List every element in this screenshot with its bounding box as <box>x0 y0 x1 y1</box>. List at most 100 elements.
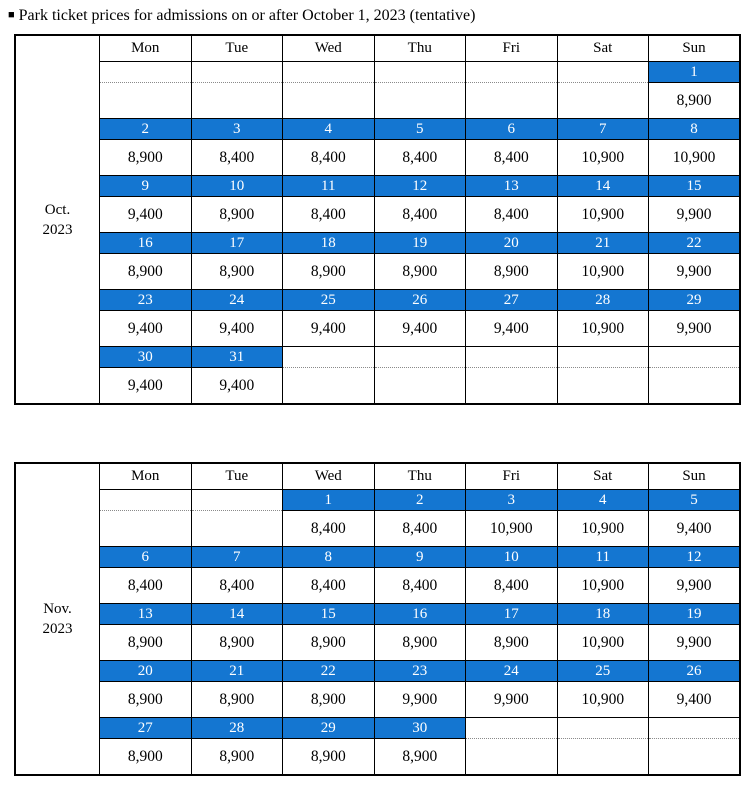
price-cell: 10,900 <box>556 139 649 176</box>
date-cell: 18 <box>282 232 375 254</box>
october-2023-table: Oct. 2023 Mon Tue Wed Thu Fri Sat Sun 1 8,900 2 3 4 5 6… <box>14 34 741 405</box>
price-cell: 8,400 <box>282 567 375 604</box>
date-cell: 12 <box>373 175 466 197</box>
price-cell: 8,400 <box>373 139 466 176</box>
price-cell: 8,400 <box>190 567 283 604</box>
price-cell: 9,400 <box>373 310 466 347</box>
price-cell: 8,900 <box>190 681 283 718</box>
price-cell: 9,900 <box>648 253 741 290</box>
date-cell: 28 <box>556 289 649 311</box>
price-cell: 8,900 <box>465 253 558 290</box>
price-cell: 9,900 <box>648 624 741 661</box>
empty-price-cell <box>556 367 649 405</box>
empty-price-cell <box>373 82 466 119</box>
price-cell: 9,400 <box>282 310 375 347</box>
price-cell: 9,400 <box>99 196 192 233</box>
price-cell: 9,900 <box>465 681 558 718</box>
day-header-sun: Sun <box>648 34 741 62</box>
empty-date-cell <box>282 346 375 368</box>
date-cell: 25 <box>556 660 649 682</box>
price-cell: 8,400 <box>465 196 558 233</box>
price-cell: 10,900 <box>465 510 558 547</box>
empty-price-cell <box>465 82 558 119</box>
empty-price-cell <box>190 510 283 547</box>
date-cell: 15 <box>282 603 375 625</box>
price-cell: 8,900 <box>190 624 283 661</box>
empty-price-cell <box>99 510 192 547</box>
date-cell: 8 <box>282 546 375 568</box>
price-cell: 9,900 <box>648 567 741 604</box>
date-cell: 10 <box>465 546 558 568</box>
empty-date-cell <box>282 61 375 83</box>
price-cell: 10,900 <box>556 253 649 290</box>
price-cell: 9,400 <box>99 310 192 347</box>
day-header-sat: Sat <box>556 34 649 62</box>
date-cell: 9 <box>99 175 192 197</box>
empty-date-cell <box>99 61 192 83</box>
date-cell: 14 <box>190 603 283 625</box>
date-cell: 3 <box>190 118 283 140</box>
price-cell: 8,400 <box>282 510 375 547</box>
price-cell: 8,900 <box>282 624 375 661</box>
empty-price-cell <box>282 367 375 405</box>
day-header-fri: Fri <box>465 462 558 490</box>
date-cell: 1 <box>648 61 741 83</box>
price-cell: 8,900 <box>282 681 375 718</box>
date-cell: 7 <box>190 546 283 568</box>
price-cell: 8,400 <box>282 139 375 176</box>
day-header-sat: Sat <box>556 462 649 490</box>
day-header-mon: Mon <box>99 462 192 490</box>
empty-date-cell <box>556 61 649 83</box>
date-cell: 23 <box>99 289 192 311</box>
price-cell: 8,400 <box>465 567 558 604</box>
november-table-container: Nov. 2023 Mon Tue Wed Thu Fri Sat Sun 1 2 3 4 5 8,400 8… <box>14 462 741 776</box>
empty-price-cell <box>465 738 558 776</box>
price-cell: 8,400 <box>373 567 466 604</box>
day-header-thu: Thu <box>373 462 466 490</box>
empty-price-cell <box>282 82 375 119</box>
price-cell: 8,900 <box>99 681 192 718</box>
empty-date-cell <box>190 489 283 511</box>
date-cell: 22 <box>282 660 375 682</box>
date-cell: 13 <box>465 175 558 197</box>
october-table-container: Oct. 2023 Mon Tue Wed Thu Fri Sat Sun 1 8,900 2 3 4 5 6… <box>14 34 741 405</box>
empty-price-cell <box>556 82 649 119</box>
date-cell: 25 <box>282 289 375 311</box>
price-cell: 8,900 <box>190 738 283 776</box>
page-title: ■ Park ticket prices for admissions on or… <box>8 6 754 27</box>
empty-price-cell <box>648 738 741 776</box>
price-cell: 8,900 <box>465 624 558 661</box>
empty-price-cell <box>465 367 558 405</box>
date-cell: 19 <box>648 603 741 625</box>
price-cell: 8,900 <box>99 139 192 176</box>
price-cell: 10,900 <box>556 681 649 718</box>
date-cell: 23 <box>373 660 466 682</box>
date-cell: 11 <box>556 546 649 568</box>
date-cell: 29 <box>282 717 375 739</box>
date-cell: 17 <box>190 232 283 254</box>
price-cell: 10,900 <box>648 139 741 176</box>
empty-date-cell <box>465 717 558 739</box>
empty-date-cell <box>99 489 192 511</box>
date-cell: 11 <box>282 175 375 197</box>
day-header-wed: Wed <box>282 462 375 490</box>
price-cell: 10,900 <box>556 624 649 661</box>
date-cell: 30 <box>99 346 192 368</box>
date-cell: 27 <box>99 717 192 739</box>
price-cell: 9,400 <box>190 310 283 347</box>
date-cell: 6 <box>99 546 192 568</box>
date-cell: 17 <box>465 603 558 625</box>
price-cell: 9,400 <box>465 310 558 347</box>
date-cell: 20 <box>465 232 558 254</box>
date-cell: 1 <box>282 489 375 511</box>
empty-date-cell <box>648 346 741 368</box>
price-cell: 9,900 <box>648 310 741 347</box>
date-cell: 18 <box>556 603 649 625</box>
date-cell: 30 <box>373 717 466 739</box>
day-header-tue: Tue <box>190 462 283 490</box>
price-cell: 10,900 <box>556 196 649 233</box>
november-2023-table: Nov. 2023 Mon Tue Wed Thu Fri Sat Sun 1 2 3 4 5 8,400 8… <box>14 462 741 776</box>
day-header-mon: Mon <box>99 34 192 62</box>
date-cell: 2 <box>99 118 192 140</box>
date-cell: 5 <box>373 118 466 140</box>
